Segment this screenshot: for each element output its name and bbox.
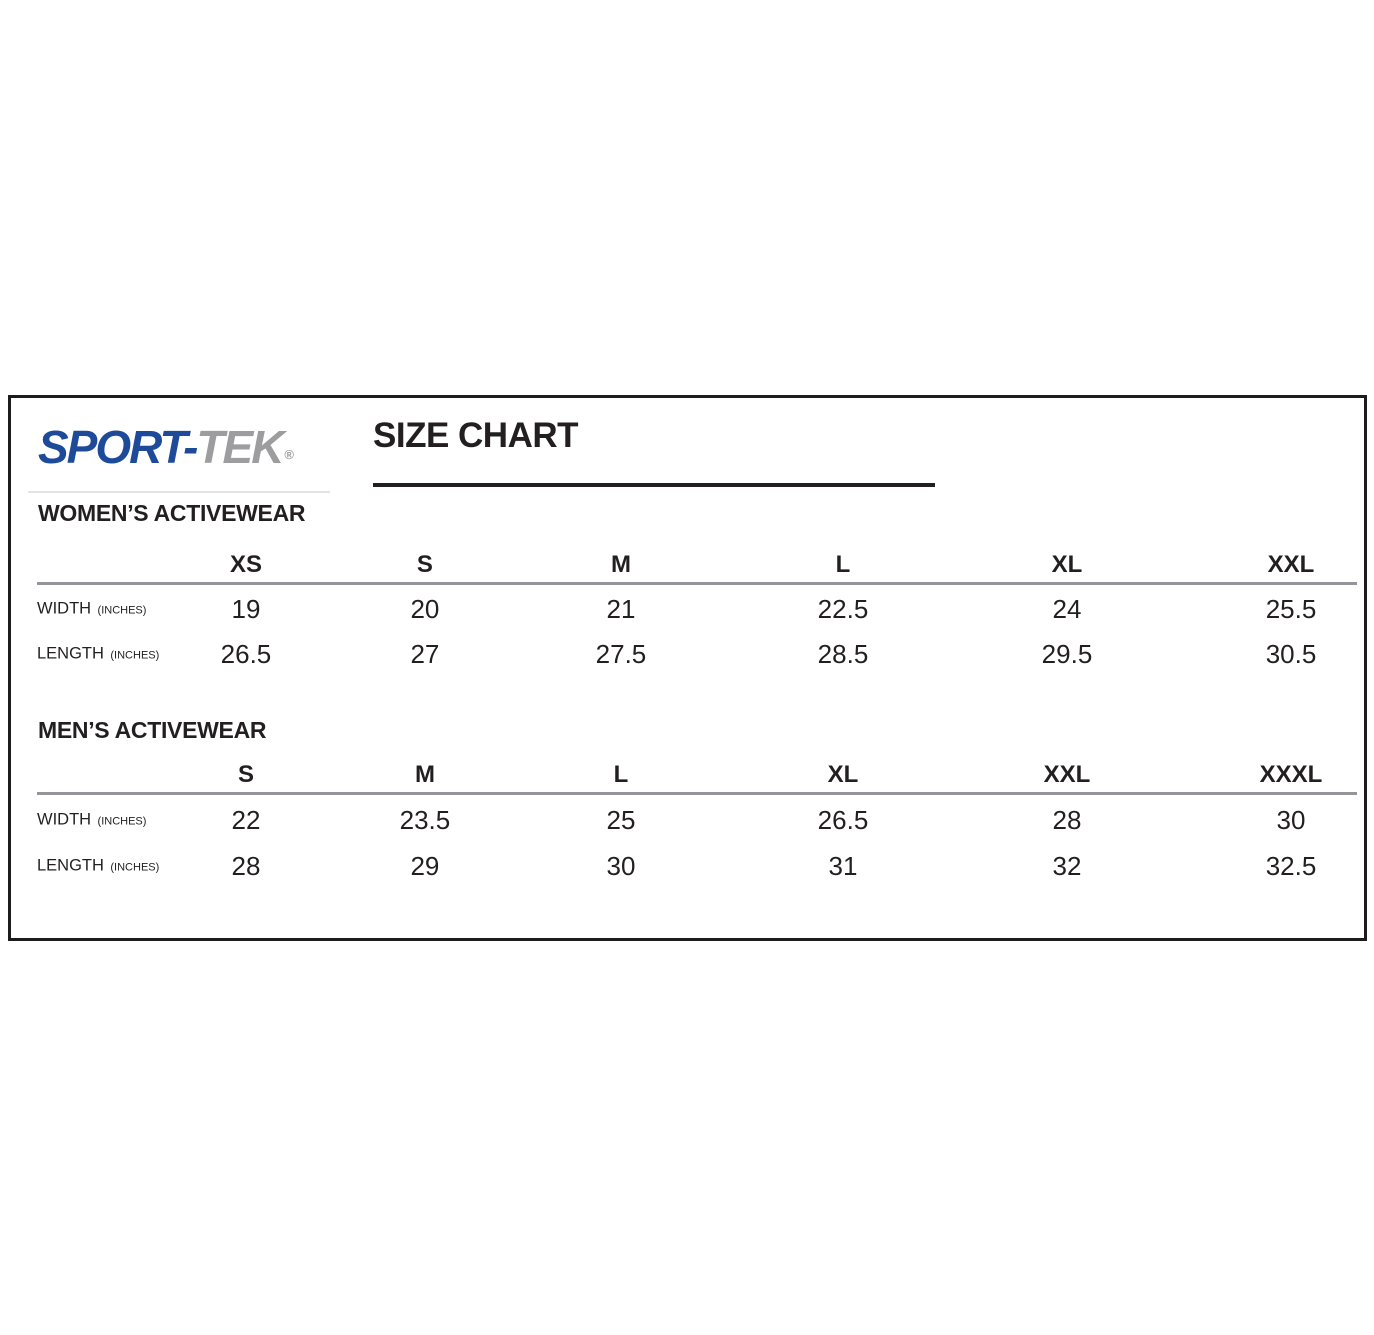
size-value: 27 xyxy=(410,639,440,669)
size-value: 30 xyxy=(1276,805,1306,835)
size-value: 28.5 xyxy=(817,639,869,669)
row-label-text: LENGTH xyxy=(37,856,104,875)
size-col-header: XL xyxy=(827,761,859,788)
size-col-header: S xyxy=(237,761,254,788)
table-row-length: LENGTH (INCHES) 28 29 30 31 32 32.5 xyxy=(37,845,1357,887)
womens-size-header-row: XS S M L XL XXL xyxy=(37,543,1357,585)
size-value: 31 xyxy=(828,851,858,881)
size-value: 30 xyxy=(606,851,636,881)
size-value: 28 xyxy=(231,851,261,881)
row-label-unit: (INCHES) xyxy=(110,649,160,662)
row-label-text: WIDTH xyxy=(37,810,92,829)
size-chart-panel: SPORT-TEK ® SIZE CHART WOMEN’S ACTIVEWEAR… xyxy=(8,395,1367,941)
section-heading-mens: MEN’S ACTIVEWEAR xyxy=(38,717,267,743)
size-value: 25.5 xyxy=(1265,593,1317,624)
size-value: 24 xyxy=(1052,593,1082,624)
size-value: 30.5 xyxy=(1265,639,1317,669)
size-col-header: S xyxy=(416,551,433,578)
size-col-header: L xyxy=(835,551,851,578)
row-label-unit: (INCHES) xyxy=(97,815,147,828)
row-label: LENGTH (INCHES) xyxy=(37,856,159,876)
size-col-header: M xyxy=(610,551,631,578)
size-value: 25 xyxy=(606,805,636,835)
size-value: 22 xyxy=(231,805,261,835)
mens-size-header-row: S M L XL XXL XXXL xyxy=(37,753,1357,795)
brand-logo-tek: TEK xyxy=(196,421,284,473)
brand-logo: SPORT-TEK ® xyxy=(38,421,295,482)
size-col-header: L xyxy=(613,761,629,788)
registered-trademark-icon: ® xyxy=(284,447,295,462)
row-label-unit: (INCHES) xyxy=(110,861,160,874)
mens-size-table: S M L XL XXL XXXL WIDTH (INCHES) 22 23.5… xyxy=(37,753,1357,887)
size-col-header: M xyxy=(414,761,435,788)
size-value: 28 xyxy=(1052,805,1082,835)
row-label: WIDTH (INCHES) xyxy=(37,599,146,618)
row-label-unit: (INCHES) xyxy=(97,604,147,616)
row-label: LENGTH (INCHES) xyxy=(37,644,159,664)
size-value: 29.5 xyxy=(1041,639,1093,669)
size-value: 23.5 xyxy=(399,805,451,835)
size-value: 26.5 xyxy=(220,639,272,669)
size-value: 32 xyxy=(1052,851,1082,881)
size-value: 27.5 xyxy=(595,639,647,669)
womens-size-table: XS S M L XL XXL WIDTH (INCHES) 19 20 21 … xyxy=(37,543,1357,676)
size-value: 26.5 xyxy=(817,805,869,835)
size-col-header: XXL xyxy=(1043,761,1091,788)
size-value: 19 xyxy=(231,593,261,624)
section-heading-womens: WOMEN’S ACTIVEWEAR xyxy=(38,500,306,526)
page-title: SIZE CHART xyxy=(373,416,579,455)
table-row-length: LENGTH (INCHES) 26.5 27 27.5 28.5 29.5 3… xyxy=(37,632,1357,676)
table-row-width: WIDTH (INCHES) 19 20 21 22.5 24 25.5 xyxy=(37,585,1357,632)
title-underline xyxy=(373,483,935,487)
table-row-width: WIDTH (INCHES) 22 23.5 25 26.5 28 30 xyxy=(37,795,1357,845)
logo-divider xyxy=(28,491,330,493)
row-label-text: LENGTH xyxy=(37,644,104,663)
size-col-header: XXL xyxy=(1267,551,1315,578)
size-value: 32.5 xyxy=(1265,851,1317,881)
row-label: WIDTH (INCHES) xyxy=(37,810,146,830)
size-col-header: XXXL xyxy=(1259,761,1323,788)
size-value: 20 xyxy=(410,593,440,624)
size-value: 21 xyxy=(606,593,636,624)
size-col-header: XL xyxy=(1051,551,1083,578)
row-label-text: WIDTH xyxy=(37,599,92,617)
size-value: 29 xyxy=(410,851,440,881)
size-col-header: XS xyxy=(229,551,262,578)
brand-logo-sport: SPORT- xyxy=(38,421,198,473)
size-value: 22.5 xyxy=(817,593,869,624)
